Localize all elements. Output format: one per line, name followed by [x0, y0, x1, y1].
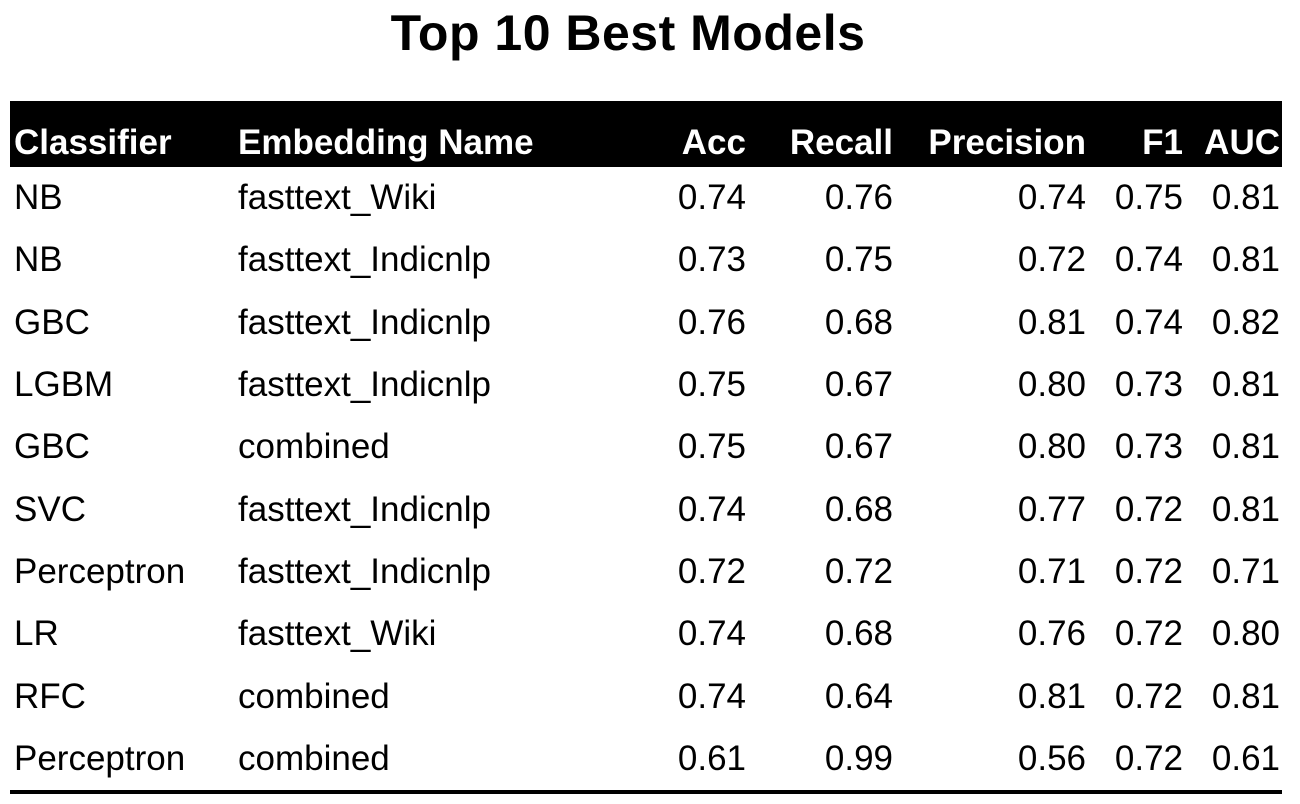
embedding-name-cell: combined [238, 427, 390, 467]
table-body: NB fasttext_Wiki 0.74 0.76 0.74 0.75 0.81 NB fas… [10, 167, 1282, 794]
recall-cell: 0.67 [824, 427, 893, 467]
auc-cell: 0.80 [1211, 614, 1280, 654]
f1-cell: 0.72 [1114, 614, 1183, 654]
header-row: Classifier Embedding Name Acc Recall Pre… [10, 101, 1282, 167]
embedding-name-cell: combined [238, 676, 390, 716]
column-header-auc: AUC [1204, 123, 1280, 162]
f1-cell: 0.75 [1114, 178, 1183, 218]
auc-cell: 0.61 [1185, 727, 1282, 794]
auc-cell: 0.82 [1211, 302, 1280, 342]
table-row: GBC fasttext_Indicnlp 0.76 0.68 0.81 0.74 0.82 [10, 292, 1282, 354]
table-title: Top 10 Best Models [390, 5, 866, 61]
classifier-cell: GBC [14, 427, 90, 467]
recall-cell: 0.72 [824, 551, 893, 591]
table-row: GBC combined 0.75 0.67 0.80 0.73 0.81 [10, 416, 1282, 478]
f1-cell: 0.74 [1114, 240, 1183, 280]
classifier-cell: NB [14, 178, 63, 218]
auc-cell: 0.71 [1211, 551, 1280, 591]
precision-cell: 0.81 [1017, 676, 1086, 716]
embedding-name-cell: fasttext_Indicnlp [238, 240, 491, 280]
acc-cell: 0.75 [677, 427, 746, 467]
column-header-f1: F1 [1142, 123, 1183, 162]
f1-cell: 0.72 [1088, 727, 1185, 794]
results-table: Classifier Embedding Name Acc Recall Pre… [10, 101, 1282, 794]
f1-cell: 0.73 [1114, 427, 1183, 467]
table-row: RFC combined 0.74 0.64 0.81 0.72 0.81 [10, 665, 1282, 727]
recall-cell: 0.68 [824, 302, 893, 342]
f1-cell: 0.74 [1114, 302, 1183, 342]
acc-cell: 0.76 [677, 302, 746, 342]
table-row: LGBM fasttext_Indicnlp 0.75 0.67 0.80 0.73 0.8… [10, 354, 1282, 416]
classifier-cell: RFC [14, 676, 86, 716]
classifier-cell: NB [14, 240, 63, 280]
recall-cell: 0.76 [824, 178, 893, 218]
classifier-cell: GBC [14, 302, 90, 342]
precision-cell: 0.80 [1017, 365, 1086, 405]
embedding-name-cell: fasttext_Indicnlp [238, 365, 491, 405]
precision-cell: 0.74 [1017, 178, 1086, 218]
auc-cell: 0.81 [1211, 427, 1280, 467]
embedding-name-cell: fasttext_Indicnlp [238, 302, 491, 342]
acc-cell: 0.73 [677, 240, 746, 280]
acc-cell: 0.74 [677, 178, 746, 218]
acc-cell: 0.74 [677, 676, 746, 716]
auc-cell: 0.81 [1211, 178, 1280, 218]
auc-cell: 0.81 [1211, 676, 1280, 716]
recall-cell: 0.67 [824, 365, 893, 405]
auc-cell: 0.81 [1211, 365, 1280, 405]
f1-cell: 0.72 [1114, 489, 1183, 529]
f1-cell: 0.72 [1114, 551, 1183, 591]
classifier-cell: LGBM [14, 365, 114, 405]
f1-cell: 0.72 [1114, 676, 1183, 716]
table-row: Perceptron combined 0.61 0.99 0.56 0.72 0.61 [10, 727, 1282, 794]
embedding-name-cell: fasttext_Wiki [238, 614, 437, 654]
table-row: LR fasttext_Wiki 0.74 0.68 0.76 0.72 0.80 [10, 603, 1282, 665]
classifier-cell: SVC [14, 489, 86, 529]
auc-cell: 0.81 [1211, 489, 1280, 529]
acc-cell: 0.72 [677, 551, 746, 591]
column-header-acc: Acc [681, 123, 746, 162]
embedding-name-cell: fasttext_Indicnlp [238, 489, 491, 529]
precision-cell: 0.71 [1017, 551, 1086, 591]
recall-cell: 0.64 [824, 676, 893, 716]
acc-cell: 0.74 [677, 489, 746, 529]
table-row: NB fasttext_Wiki 0.74 0.76 0.74 0.75 0.81 [10, 167, 1282, 229]
classifier-cell: Perceptron [14, 551, 186, 591]
classifier-cell: LR [14, 614, 59, 654]
table-row: Perceptron fasttext_Indicnlp 0.72 0.72 0.71 0… [10, 541, 1282, 603]
precision-cell: 0.76 [1017, 614, 1086, 654]
column-header-embedding-name: Embedding Name [238, 123, 534, 162]
table-row: SVC fasttext_Indicnlp 0.74 0.68 0.77 0.72 0.81 [10, 478, 1282, 540]
acc-cell: 0.75 [677, 365, 746, 405]
precision-cell: 0.80 [1017, 427, 1086, 467]
embedding-name-cell: fasttext_Indicnlp [238, 551, 491, 591]
recall-cell: 0.68 [824, 489, 893, 529]
precision-cell: 0.77 [1017, 489, 1086, 529]
table-header: Classifier Embedding Name Acc Recall Pre… [10, 101, 1282, 167]
embedding-name-cell: fasttext_Wiki [238, 178, 437, 218]
auc-cell: 0.81 [1211, 240, 1280, 280]
precision-cell: 0.56 [895, 727, 1088, 794]
embedding-name-cell: combined [234, 727, 590, 794]
f1-cell: 0.73 [1114, 365, 1183, 405]
table-row: NB fasttext_Indicnlp 0.73 0.75 0.72 0.74 0.81 [10, 229, 1282, 291]
acc-cell: 0.74 [677, 614, 746, 654]
acc-cell: 0.61 [590, 727, 748, 794]
recall-cell: 0.75 [824, 240, 893, 280]
precision-cell: 0.72 [1017, 240, 1086, 280]
recall-cell: 0.99 [748, 727, 895, 794]
recall-cell: 0.68 [824, 614, 893, 654]
precision-cell: 0.81 [1017, 302, 1086, 342]
column-header-classifier: Classifier [14, 123, 172, 162]
column-header-precision: Precision [928, 123, 1086, 162]
column-header-recall: Recall [789, 123, 893, 162]
classifier-cell: Perceptron [10, 727, 234, 794]
